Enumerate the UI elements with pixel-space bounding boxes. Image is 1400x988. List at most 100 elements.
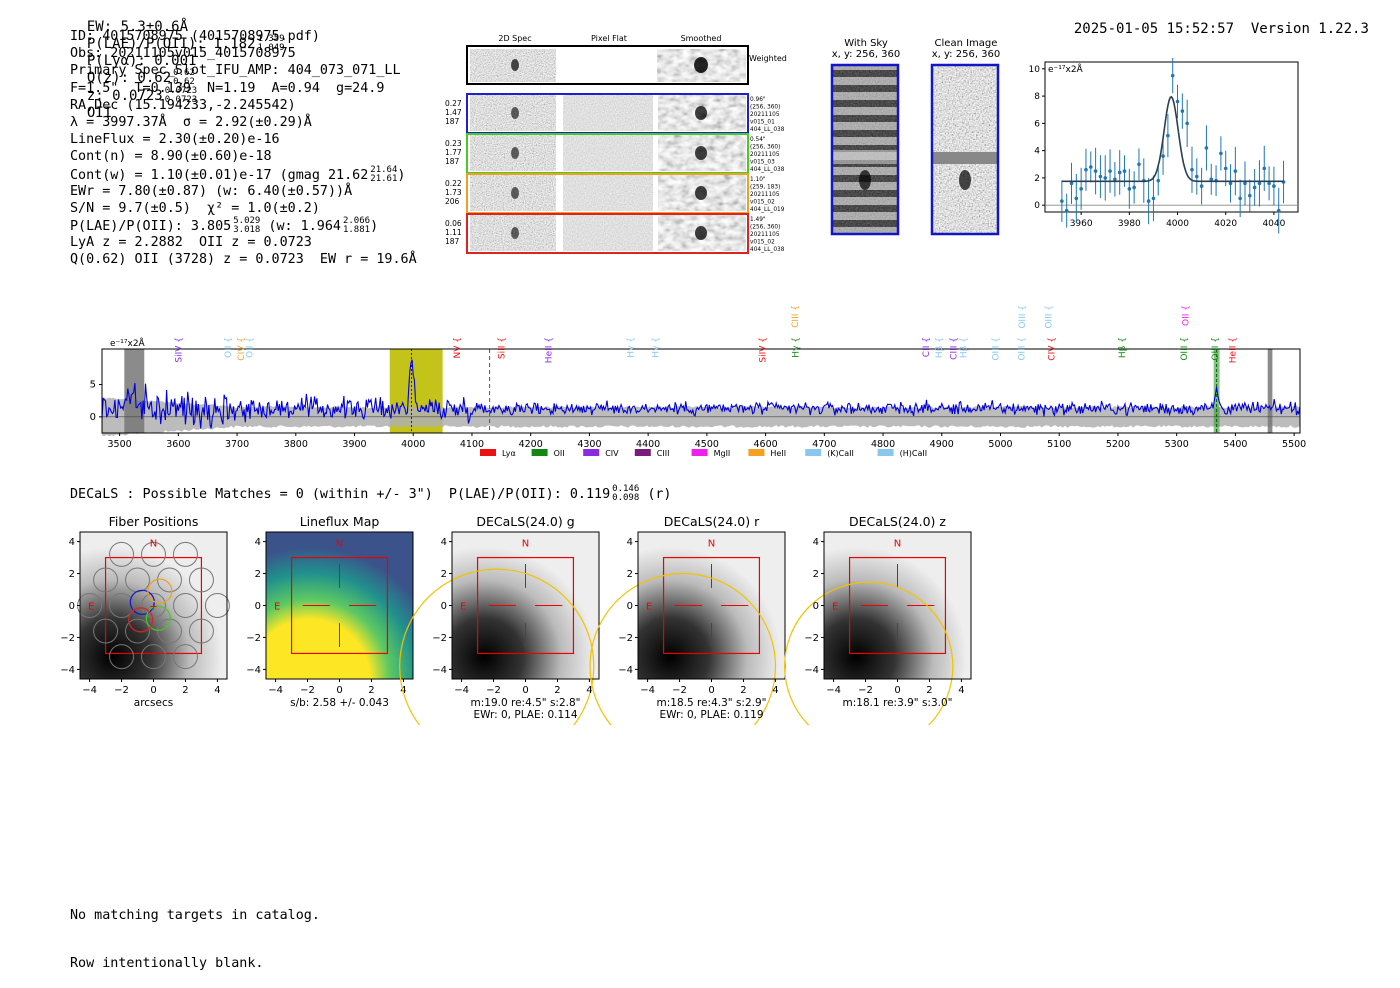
spectrum-xtick-label: 4900	[930, 439, 954, 450]
panel-ytick-label: 0	[69, 601, 75, 612]
fiber-right-1: 0.96"	[750, 97, 766, 103]
spectral-line-label: NV {	[453, 337, 463, 358]
fiber-right-1: 1.49"	[750, 217, 766, 223]
zoom-data-point	[1175, 99, 1180, 104]
panel-xtick-label: 4	[400, 685, 406, 696]
fiber-pixel-flat	[563, 175, 653, 211]
zoom-data-point	[1223, 166, 1228, 171]
spectrum-xtick-label: 4800	[871, 439, 895, 450]
panel-caption-2: EWr: 0, PLAE: 0.119	[659, 709, 763, 721]
panel-ytick-label: −2	[246, 633, 261, 644]
image-panels: Fiber Positions + N E −4 −2 0 2 4 4 2 0 −2 −4 arcsecs L…	[60, 514, 972, 725]
zoom-ytick-label: 0	[1034, 201, 1040, 211]
panel-xtick-label: 0	[522, 685, 528, 696]
fiber-circle	[125, 618, 151, 644]
spectrum-ytick-label: 5	[90, 380, 96, 391]
fiber-right-2: (256, 360)	[750, 105, 780, 111]
fiber-right-3: 20211105	[750, 232, 780, 238]
fiber-cutouts: 2D Spec Pixel Flat Smoothed Weighted Sum…	[445, 34, 790, 254]
east-label: E	[460, 602, 466, 613]
decals-title: DECaLS : Possible Matches = 0 (within +/…	[70, 487, 611, 502]
observing-params: F=1.5" T=0.139 N=1.19 A=0.94 g=24.9	[70, 80, 385, 96]
legend-label: (K)CaII	[827, 449, 854, 458]
panel-title: DECaLS(24.0) z	[849, 514, 946, 529]
zoom-data-point	[1219, 151, 1223, 156]
zoom-data-point	[1137, 162, 1141, 167]
spectral-line-label: SiII {	[497, 337, 507, 359]
fiber-left-3: 187	[445, 157, 460, 166]
with-sky-header: With Sky x, y: 256, 360	[830, 38, 902, 60]
clean-header: Clean Image x, y: 256, 360	[930, 38, 1002, 60]
panel-xtick-label: 4	[214, 685, 220, 696]
legend-label: (H)CaII	[900, 449, 927, 458]
fiber-2d-spec-source	[511, 147, 519, 159]
legend-swatch	[480, 449, 496, 456]
fiber-right-2: (256, 360)	[750, 225, 780, 231]
plae-detail-upper: 5.029	[233, 216, 261, 227]
zoom-data-point	[1209, 177, 1214, 182]
panel-ytick-label: −4	[246, 665, 261, 676]
panel-ytick-label: 0	[255, 601, 261, 612]
footer-line-1: No matching targets in catalog.	[70, 908, 320, 923]
spectrum-xtick-label: 5100	[1047, 439, 1071, 450]
redshift-line: OII	[86, 105, 113, 121]
zoom-data-point	[1156, 178, 1161, 183]
plae-detail: P(LAE)/P(OII): 3.805 5.029 3.018 (w: 1.964…	[70, 216, 417, 235]
spectrum-trace	[101, 359, 1301, 429]
lineflux-map	[266, 532, 413, 679]
panel-xtick-label: 4	[772, 685, 778, 696]
panel-caption-1: s/b: 2.58 +/- 0.043	[290, 697, 389, 709]
plae-w-end: )	[370, 219, 379, 235]
zoom-data-point	[1113, 177, 1117, 182]
panel-xtick-label: 2	[368, 685, 374, 696]
fiber-left-1: 0.22	[445, 179, 462, 188]
fiber-left-2: 1.77	[445, 148, 462, 157]
zoom-data-point	[1166, 133, 1170, 138]
fiber-pixel-flat	[563, 135, 653, 171]
zoom-data-point	[1204, 146, 1209, 150]
zoom-axes-frame	[1044, 61, 1299, 213]
zoom-xtick-label: 3960	[1070, 219, 1093, 229]
qz-lower: 0.62	[173, 77, 195, 87]
fiber-circle	[141, 541, 166, 567]
spectral-line-label: Hβ {	[959, 337, 969, 358]
panel-ytick-label: −2	[432, 633, 447, 644]
panel-ytick-label: 4	[69, 537, 75, 548]
zoom-fit-curve	[1061, 95, 1284, 183]
galaxy-image	[452, 532, 599, 679]
fiber-2d-spec-source	[511, 187, 519, 199]
panel-xtick-label: −2	[486, 685, 501, 696]
legend-swatch	[634, 449, 651, 456]
zoom-data-point	[1132, 185, 1136, 190]
detection-info: ID: 4015708975 (4015708975.pdf) Obs: 202…	[70, 28, 417, 269]
fiber-right-4: v015_02	[750, 200, 775, 206]
continuum-narrow: Cont(n) = 8.90(±0.60)e-18	[70, 149, 272, 165]
timestamp: 2025-01-05 15:52:57	[1073, 21, 1235, 37]
zoom-data-point	[1252, 185, 1257, 190]
zoom-ytick-label: 6	[1034, 119, 1040, 129]
panel-title: DECaLS(24.0) r	[664, 514, 760, 529]
panel-title: Lineflux Map	[300, 514, 380, 529]
panel-xtick-label: 4	[586, 685, 592, 696]
east-label: E	[274, 602, 280, 613]
clean-title: Clean Image	[934, 38, 998, 49]
header-summary: EW: 5.3±0.6Å P(LAE)/P(OII): 1.182 1.359 1.…	[70, 3, 301, 121]
spectrum-xtick-label: 3700	[225, 439, 249, 450]
spectrum-xtick-label: 4000	[401, 439, 425, 450]
signal-noise: S/N = 9.7(±0.5) χ² = 1.0(±0.2)	[70, 200, 320, 216]
fiber-right-5: 404_LL_038	[750, 167, 785, 173]
panel-ytick-label: 4	[441, 537, 447, 548]
plae-lower: 1.049	[257, 43, 285, 53]
legend-swatch	[748, 449, 765, 456]
spectrum-xtick-label: 4300	[577, 439, 601, 450]
zoom-data-point	[1060, 199, 1064, 203]
panel-xtick-label: −2	[858, 685, 873, 696]
panel-xtick-label: 2	[740, 685, 746, 696]
spectral-line-label: CIV {	[1048, 337, 1058, 361]
zoom-data-point	[1161, 154, 1165, 158]
fiber-circle	[141, 593, 166, 618]
panel-ytick-label: −4	[804, 665, 819, 676]
fiber-2d-spec-source	[511, 107, 519, 119]
